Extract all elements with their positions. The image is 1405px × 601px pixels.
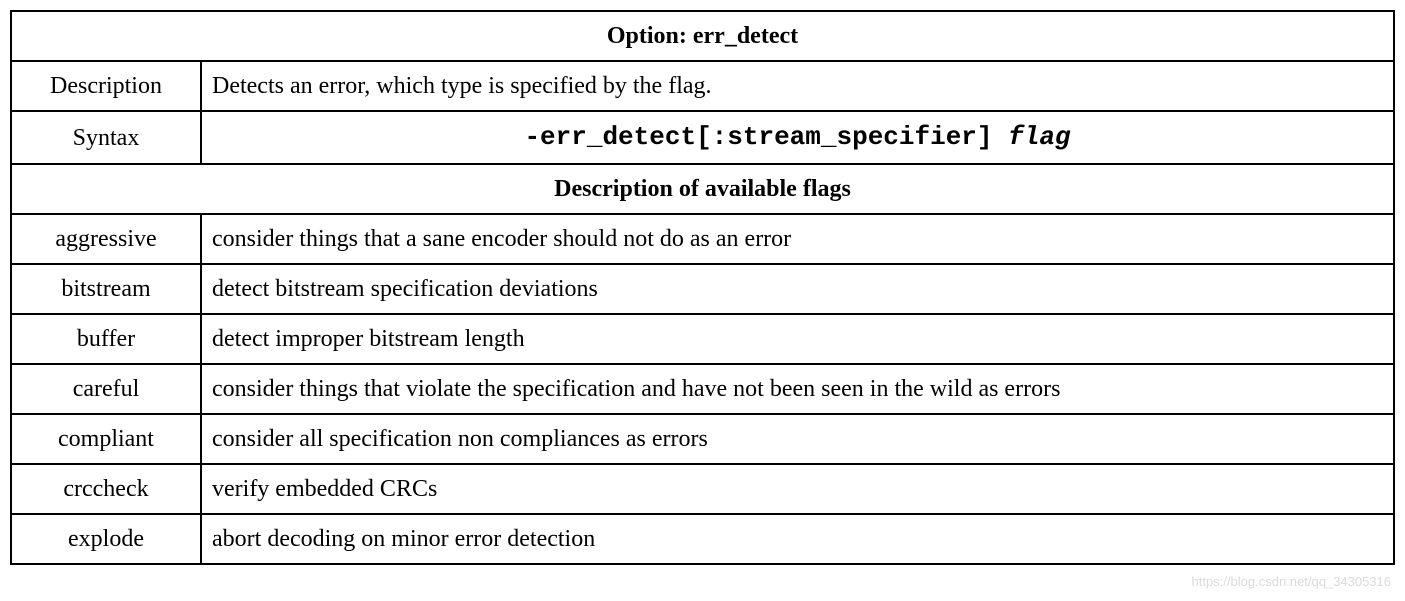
flag-name: careful bbox=[11, 364, 201, 414]
flags-header-row: Description of available flags bbox=[11, 164, 1394, 214]
flag-desc: detect improper bitstream length bbox=[201, 314, 1394, 364]
option-table: Option: err_detect Description Detects a… bbox=[10, 10, 1395, 565]
flag-desc: consider things that violate the specifi… bbox=[201, 364, 1394, 414]
syntax-row: Syntax -err_detect[:stream_specifier] fl… bbox=[11, 111, 1394, 164]
flag-row: careful consider things that violate the… bbox=[11, 364, 1394, 414]
flag-row: aggressive consider things that a sane e… bbox=[11, 214, 1394, 264]
flag-desc: consider things that a sane encoder shou… bbox=[201, 214, 1394, 264]
option-title: Option: err_detect bbox=[11, 11, 1394, 61]
flag-desc: detect bitstream specification deviation… bbox=[201, 264, 1394, 314]
flag-desc: verify embedded CRCs bbox=[201, 464, 1394, 514]
flag-row: compliant consider all specification non… bbox=[11, 414, 1394, 464]
flags-header: Description of available flags bbox=[11, 164, 1394, 214]
syntax-value: -err_detect[:stream_specifier] flag bbox=[201, 111, 1394, 164]
syntax-command: -err_detect[:stream_specifier] bbox=[524, 122, 992, 152]
flag-desc: consider all specification non complianc… bbox=[201, 414, 1394, 464]
flag-name: bitstream bbox=[11, 264, 201, 314]
syntax-label: Syntax bbox=[11, 111, 201, 164]
flag-row: bitstream detect bitstream specification… bbox=[11, 264, 1394, 314]
header-row: Option: err_detect bbox=[11, 11, 1394, 61]
flag-name: explode bbox=[11, 514, 201, 564]
flag-name: aggressive bbox=[11, 214, 201, 264]
flag-name: buffer bbox=[11, 314, 201, 364]
flag-name: crccheck bbox=[11, 464, 201, 514]
description-label: Description bbox=[11, 61, 201, 111]
flag-row: buffer detect improper bitstream length bbox=[11, 314, 1394, 364]
watermark: https://blog.csdn.net/qq_34305316 bbox=[1192, 574, 1392, 589]
flag-row: crccheck verify embedded CRCs bbox=[11, 464, 1394, 514]
flag-desc: abort decoding on minor error detection bbox=[201, 514, 1394, 564]
flag-row: explode abort decoding on minor error de… bbox=[11, 514, 1394, 564]
flag-name: compliant bbox=[11, 414, 201, 464]
syntax-flag: flag bbox=[1008, 122, 1070, 152]
description-row: Description Detects an error, which type… bbox=[11, 61, 1394, 111]
description-value: Detects an error, which type is specifie… bbox=[201, 61, 1394, 111]
